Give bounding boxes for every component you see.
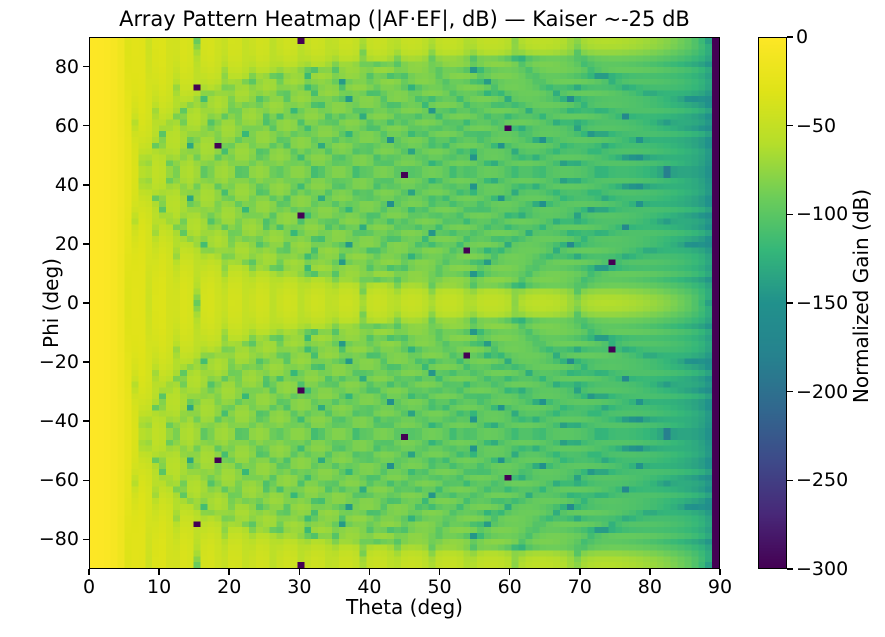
x-tick-mark (228, 569, 230, 575)
y-tick-mark (83, 184, 89, 186)
y-tick-mark (83, 420, 89, 422)
colorbar-tick-mark (787, 36, 793, 38)
y-tick-label: −80 (38, 528, 79, 551)
colorbar-tick-label: −300 (796, 558, 849, 580)
x-tick-mark (158, 569, 160, 575)
chart-title: Array Pattern Heatmap (|AF·EF|, dB) — Ka… (119, 7, 690, 31)
y-tick-mark (83, 243, 89, 245)
y-tick-mark (83, 124, 89, 127)
x-tick-label: 10 (147, 576, 172, 598)
colorbar-tick-label: −200 (796, 380, 849, 403)
y-tick-mark (83, 479, 89, 482)
x-tick-mark (438, 569, 441, 575)
x-tick-label: 60 (497, 576, 522, 598)
x-tick-mark (579, 569, 581, 575)
y-tick-mark (83, 538, 89, 541)
colorbar-tick-label: −150 (796, 292, 849, 314)
colorbar-tick-label: −250 (796, 469, 849, 492)
x-tick-mark (88, 569, 90, 575)
x-tick-mark (508, 569, 511, 575)
y-tick-label: −20 (38, 351, 79, 374)
x-tick-label: 20 (217, 576, 242, 598)
x-tick-label: 80 (637, 576, 662, 598)
y-tick-label: 60 (54, 114, 79, 137)
colorbar-tick-label: 0 (796, 26, 809, 48)
colorbar-label: Normalized Gain (dB) (849, 188, 873, 404)
y-tick-label: 80 (54, 55, 79, 78)
colorbar-tick-mark (787, 390, 793, 393)
colorbar-tick-label: −50 (796, 114, 837, 137)
y-tick-label: 20 (54, 232, 79, 255)
heatmap-plot-area (89, 37, 720, 569)
y-tick-mark (83, 65, 89, 68)
y-tick-mark (83, 361, 89, 363)
colorbar-tick-mark (787, 302, 793, 304)
x-tick-mark (719, 569, 721, 575)
colorbar-gradient-canvas (759, 38, 786, 568)
x-tick-label: 90 (707, 576, 733, 598)
colorbar-tick-mark (787, 213, 793, 216)
x-tick-mark (368, 569, 371, 575)
y-tick-label: 40 (54, 173, 79, 196)
y-tick-label: 0 (66, 292, 79, 314)
colorbar-tick-mark (787, 479, 793, 482)
colorbar-tick-label: −100 (796, 203, 849, 226)
x-tick-mark (298, 569, 301, 575)
y-tick-label: −60 (38, 469, 79, 492)
colorbar-tick-mark (787, 568, 793, 570)
y-tick-mark (83, 302, 89, 304)
x-tick-label: 70 (567, 576, 592, 598)
heatmap-canvas (90, 38, 719, 568)
colorbar (758, 37, 787, 569)
x-tick-mark (649, 569, 651, 575)
x-tick-label: 30 (287, 576, 312, 598)
y-tick-label: −40 (38, 410, 79, 433)
x-axis-label: Theta (deg) (346, 595, 463, 619)
x-tick-label: 50 (427, 576, 452, 598)
colorbar-tick-mark (787, 124, 793, 127)
x-tick-label: 0 (82, 576, 96, 598)
x-tick-label: 40 (357, 576, 382, 598)
